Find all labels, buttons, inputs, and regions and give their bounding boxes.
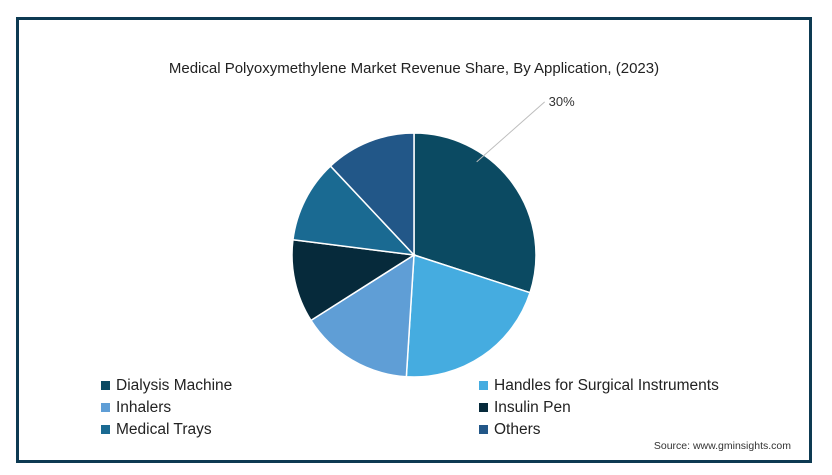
legend-label: Insulin Pen — [494, 398, 571, 416]
pie-chart: 30% — [291, 94, 575, 378]
legend-swatch — [479, 403, 488, 412]
pie-slice-others — [329, 132, 415, 257]
legend-item-dialysis-machine: Dialysis Machine — [101, 376, 479, 395]
legend-swatch — [479, 425, 488, 434]
data-label-leader-line — [476, 101, 546, 163]
legend-label: Others — [494, 420, 541, 438]
chart-frame: Medical Polyoxymethylene Market Revenue … — [16, 17, 812, 463]
source-note: Source: www.gminsights.com — [653, 440, 791, 452]
pie-slice-insulin-pen — [291, 238, 417, 322]
chart-title: Medical Polyoxymethylene Market Revenue … — [168, 60, 660, 77]
legend-swatch — [101, 425, 110, 434]
legend-item-others: Others — [479, 420, 799, 439]
pie-slice-dialysis-machine — [413, 132, 537, 294]
pie-slice-handles-for-surgical-instruments — [405, 253, 531, 378]
legend-swatch — [479, 381, 488, 390]
legend-item-handles-for-surgical-instruments: Handles for Surgical Instruments — [479, 376, 799, 395]
pie-slice-inhalers — [309, 253, 415, 378]
legend-label: Medical Trays — [116, 420, 212, 438]
data-label: 30% — [549, 94, 575, 109]
legend: Dialysis Machine Handles for Surgical Ins… — [101, 376, 801, 439]
legend-label: Inhalers — [116, 398, 172, 416]
legend-item-inhalers: Inhalers — [101, 398, 479, 417]
pie-slice-medical-trays — [292, 165, 416, 257]
legend-item-insulin-pen: Insulin Pen — [479, 398, 799, 417]
legend-item-medical-trays: Medical Trays — [101, 420, 479, 439]
legend-swatch — [101, 381, 110, 390]
legend-label: Handles for Surgical Instruments — [494, 376, 719, 394]
legend-label: Dialysis Machine — [116, 376, 233, 394]
legend-swatch — [101, 403, 110, 412]
